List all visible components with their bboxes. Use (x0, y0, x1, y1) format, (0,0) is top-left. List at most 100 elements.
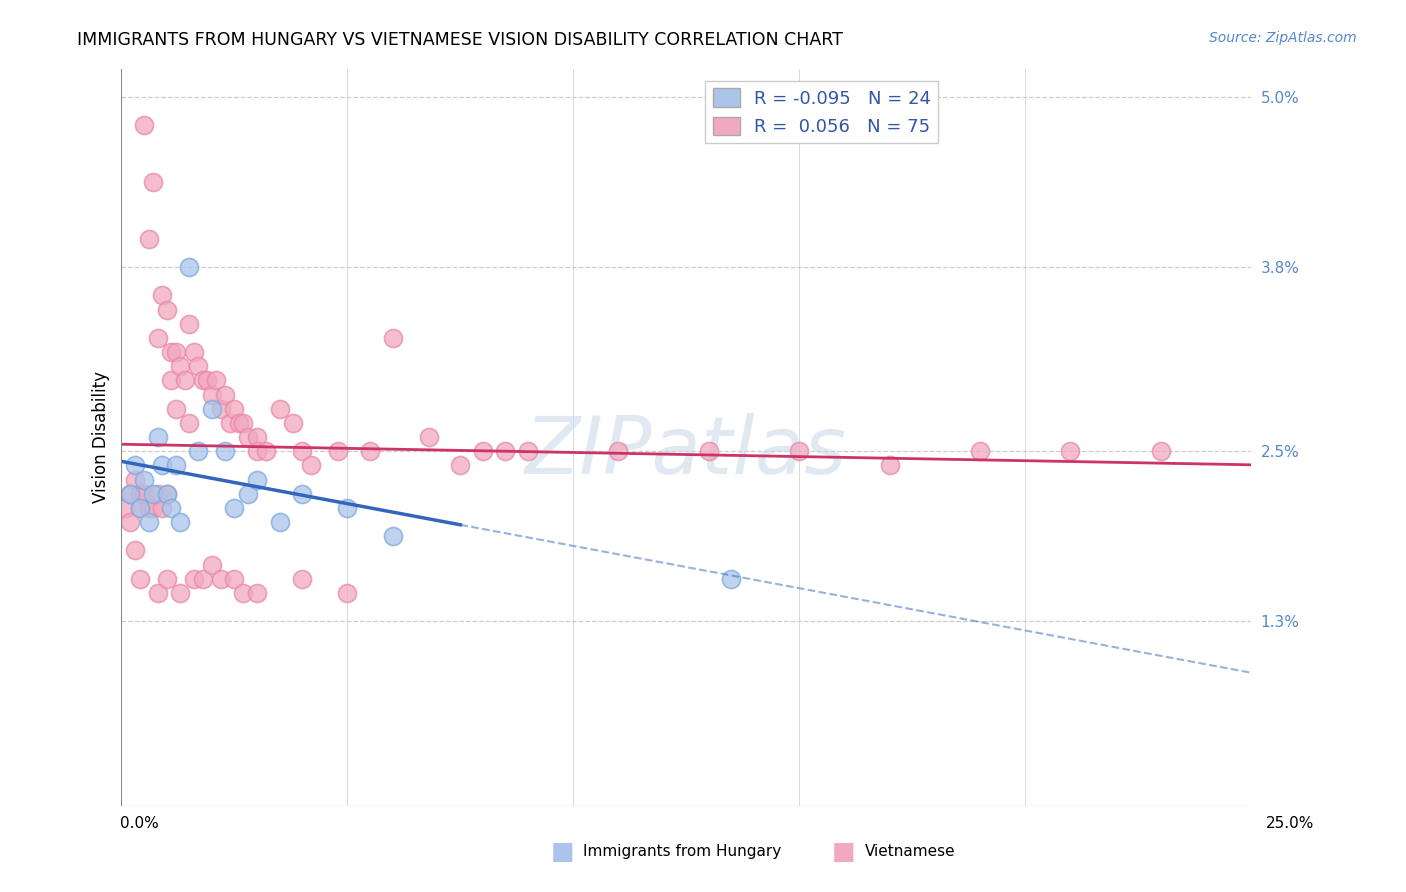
Text: 25.0%: 25.0% (1267, 816, 1315, 831)
Point (228, 416, 250, 430)
Point (142, 500, 165, 515)
Point (128, 500, 150, 515)
Point (191, 572, 214, 586)
Point (173, 373, 195, 387)
Point (359, 444, 381, 458)
Point (517, 444, 540, 458)
Point (1149, 444, 1171, 458)
Point (179, 317, 201, 331)
Point (418, 430, 440, 444)
Text: 0.0%: 0.0% (120, 816, 159, 831)
Point (201, 387, 224, 401)
Point (201, 558, 224, 572)
Point (232, 416, 254, 430)
Point (169, 586, 191, 600)
Text: Source: ZipAtlas.com: Source: ZipAtlas.com (1209, 31, 1357, 45)
Point (156, 487, 179, 501)
Point (138, 232, 160, 246)
Text: Vietnamese: Vietnamese (865, 845, 955, 859)
Text: Immigrants from Hungary: Immigrants from Hungary (583, 845, 782, 859)
Point (697, 444, 720, 458)
Point (495, 444, 517, 458)
Point (138, 515, 160, 529)
Point (160, 500, 183, 515)
Point (142, 487, 165, 501)
Point (165, 345, 187, 359)
Point (132, 118, 155, 132)
Point (183, 345, 205, 359)
Point (218, 416, 240, 430)
Point (142, 175, 165, 189)
Point (201, 401, 224, 416)
Point (169, 359, 191, 374)
Point (246, 586, 269, 600)
Point (138, 500, 160, 515)
Point (120, 515, 142, 529)
Point (269, 515, 291, 529)
Point (150, 288, 173, 302)
Point (195, 373, 218, 387)
Point (156, 302, 179, 317)
Point (115, 500, 138, 515)
Point (254, 444, 277, 458)
Point (291, 487, 314, 501)
Point (160, 345, 183, 359)
Point (156, 572, 179, 586)
Point (299, 458, 322, 473)
Point (124, 543, 146, 558)
Point (132, 487, 155, 501)
Point (787, 444, 810, 458)
Point (183, 572, 205, 586)
Point (179, 416, 201, 430)
Point (381, 331, 404, 345)
Point (146, 331, 169, 345)
Text: ■: ■ (551, 840, 574, 863)
Point (128, 572, 150, 586)
Point (169, 515, 191, 529)
Point (214, 444, 236, 458)
Point (720, 572, 742, 586)
Point (160, 373, 183, 387)
Point (128, 500, 150, 515)
Point (471, 444, 494, 458)
Point (209, 572, 232, 586)
Point (132, 473, 155, 487)
Y-axis label: Vision Disability: Vision Disability (93, 371, 110, 503)
Point (607, 444, 630, 458)
Point (224, 572, 246, 586)
Point (146, 430, 169, 444)
Point (191, 373, 214, 387)
Point (449, 458, 471, 473)
Point (236, 487, 259, 501)
Legend: R = -0.095   N = 24, R =  0.056   N = 75: R = -0.095 N = 24, R = 0.056 N = 75 (706, 81, 938, 144)
Point (246, 430, 269, 444)
Point (236, 430, 259, 444)
Point (214, 387, 236, 401)
Point (291, 572, 314, 586)
Point (336, 586, 359, 600)
Point (128, 487, 150, 501)
Point (224, 401, 246, 416)
Point (187, 359, 209, 374)
Point (187, 444, 209, 458)
Point (291, 444, 314, 458)
Text: IMMIGRANTS FROM HUNGARY VS VIETNAMESE VISION DISABILITY CORRELATION CHART: IMMIGRANTS FROM HUNGARY VS VIETNAMESE VI… (77, 31, 844, 49)
Point (165, 401, 187, 416)
Point (246, 444, 269, 458)
Point (205, 373, 228, 387)
Point (124, 458, 146, 473)
Point (224, 500, 246, 515)
Point (1059, 444, 1081, 458)
Point (124, 473, 146, 487)
Point (209, 401, 232, 416)
Point (156, 487, 179, 501)
Point (146, 586, 169, 600)
Point (179, 260, 201, 274)
Point (146, 487, 169, 501)
Point (269, 401, 291, 416)
Point (165, 458, 187, 473)
Point (381, 529, 404, 543)
Point (328, 444, 350, 458)
Point (120, 487, 142, 501)
Point (969, 444, 991, 458)
